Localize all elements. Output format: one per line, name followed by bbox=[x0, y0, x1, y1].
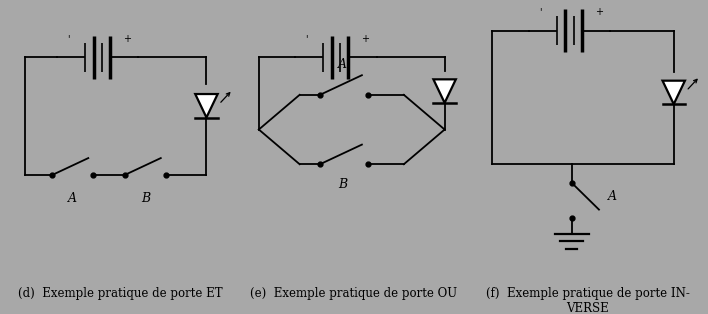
Text: ': ' bbox=[305, 34, 308, 44]
Text: ': ' bbox=[539, 7, 542, 17]
Text: B: B bbox=[141, 192, 150, 205]
Polygon shape bbox=[433, 79, 456, 103]
Text: (e)  Exemple pratique de porte OU: (e) Exemple pratique de porte OU bbox=[251, 287, 457, 300]
Text: +: + bbox=[595, 7, 603, 17]
Text: ': ' bbox=[67, 34, 69, 44]
Text: A: A bbox=[68, 192, 77, 205]
Text: +: + bbox=[361, 34, 370, 44]
Polygon shape bbox=[195, 94, 217, 117]
Text: A: A bbox=[338, 58, 347, 71]
Text: B: B bbox=[338, 178, 347, 191]
Text: +: + bbox=[123, 34, 131, 44]
Text: (f)  Exemple pratique de porte IN-
VERSE: (f) Exemple pratique de porte IN- VERSE bbox=[486, 287, 690, 314]
Polygon shape bbox=[663, 81, 685, 104]
Text: A: A bbox=[608, 190, 617, 203]
Text: (d)  Exemple pratique de porte ET: (d) Exemple pratique de porte ET bbox=[18, 287, 223, 300]
